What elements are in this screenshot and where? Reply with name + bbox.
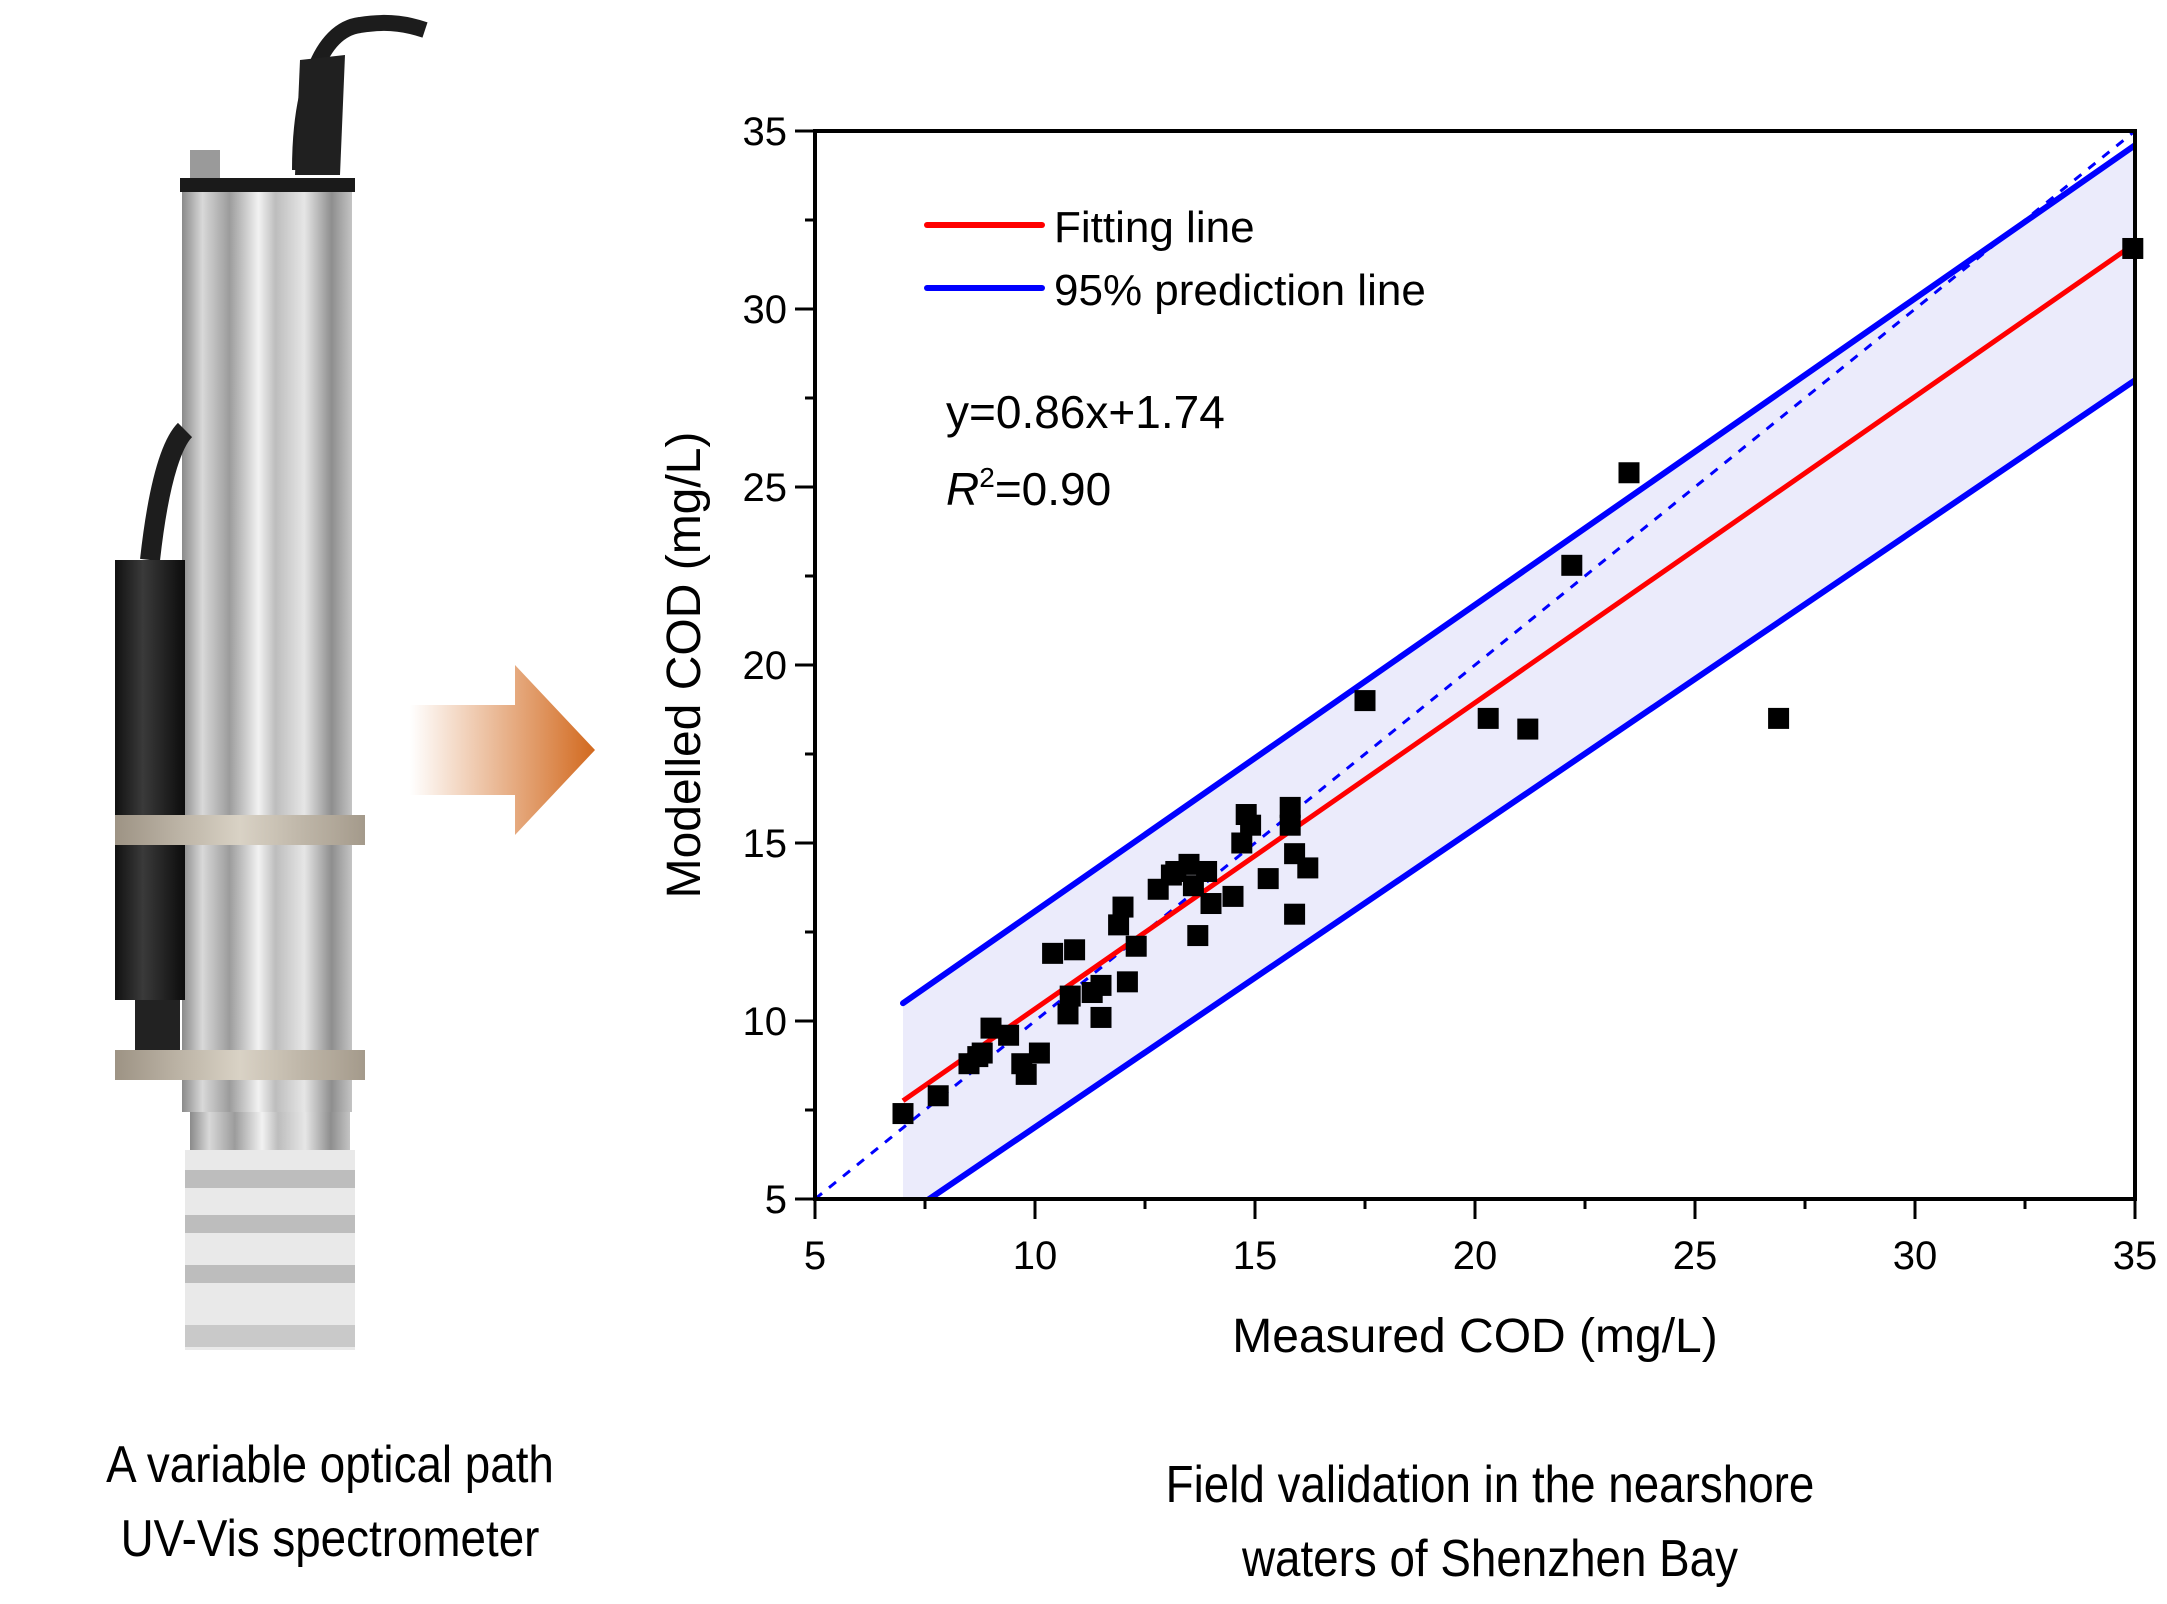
data-point <box>1042 942 1064 964</box>
data-point <box>1279 796 1301 818</box>
data-point <box>927 1085 949 1107</box>
equation-label: y=0.86x+1.74 <box>946 386 1225 438</box>
y-axis-label: Modelled COD (mg/L) <box>658 432 711 899</box>
data-point <box>1768 707 1790 729</box>
data-point <box>1059 985 1081 1007</box>
data-point <box>998 1024 1020 1046</box>
data-point <box>2122 237 2144 259</box>
y-tick-label: 35 <box>743 110 788 154</box>
plot-area <box>815 131 2135 1199</box>
legend-prediction-label: 95% prediction line <box>1054 266 1426 315</box>
x-tick-label: 20 <box>1453 1234 1498 1278</box>
data-point <box>1517 718 1539 740</box>
connector-nut <box>190 150 220 178</box>
right-caption: Field validation in the nearshore waters… <box>1147 1448 1833 1596</box>
x-tick-label: 15 <box>1233 1234 1278 1278</box>
y-tick-label: 15 <box>743 822 788 866</box>
data-point <box>1108 914 1130 936</box>
data-point <box>971 1042 993 1064</box>
identity-line <box>815 131 2135 1199</box>
left-caption-line1: A variable optical path <box>106 1436 554 1494</box>
cod-validation-chart: 5 10 15 20 25 30 35 5 10 15 20 25 30 35 Fitting line … <box>658 110 2158 1363</box>
x-tick-label: 30 <box>1893 1234 1938 1278</box>
data-point <box>1057 1003 1079 1025</box>
data-point <box>1028 1042 1050 1064</box>
data-point <box>1090 1006 1112 1028</box>
data-point <box>1187 925 1209 947</box>
data-point <box>1015 1063 1037 1085</box>
left-caption-line2: UV-Vis spectrometer <box>120 1510 540 1568</box>
clamp-band-upper <box>115 815 365 845</box>
data-point <box>1090 974 1112 996</box>
base-ring <box>190 1112 350 1152</box>
data-point <box>1112 896 1134 918</box>
right-caption-line2: waters of Shenzhen Bay <box>1241 1530 1739 1588</box>
plot-layer <box>815 131 2144 1199</box>
sample-cage <box>185 1150 355 1350</box>
y-tick-label: 30 <box>743 288 788 332</box>
data-point <box>1354 690 1376 712</box>
top-cap <box>180 178 355 192</box>
axes-layer: 5 10 15 20 25 30 35 5 10 15 20 25 30 35 <box>743 110 2158 1278</box>
data-point <box>1178 853 1200 875</box>
y-tick-label: 25 <box>743 466 788 510</box>
data-point <box>1240 814 1262 836</box>
data-point <box>1064 939 1086 961</box>
r2-label: R2=0.90 <box>946 462 1111 515</box>
prediction-upper-line <box>900 142 2135 1007</box>
right-caption-line1: Field validation in the nearshore <box>1165 1456 1815 1514</box>
data-point <box>1257 868 1279 890</box>
main-cylinder <box>182 192 352 1112</box>
data-point <box>1116 971 1138 993</box>
data-point <box>980 1017 1002 1039</box>
data-point <box>1231 832 1253 854</box>
x-axis-label: Measured COD (mg/L) <box>1232 1310 1717 1363</box>
y-tick-label: 20 <box>743 644 788 688</box>
x-tick-label: 35 <box>2113 1234 2158 1278</box>
side-probe <box>115 422 193 1080</box>
x-tick-label: 5 <box>804 1234 826 1278</box>
clamp-band-lower <box>115 1050 365 1080</box>
data-point <box>1477 707 1499 729</box>
data-point <box>1222 885 1244 907</box>
fitting-line <box>901 241 2135 1103</box>
spectrometer-photo <box>115 14 428 1350</box>
annotations: y=0.86x+1.74 R2=0.90 <box>946 386 1225 515</box>
y-tick-label: 10 <box>743 1000 788 1044</box>
data-point <box>1618 462 1640 484</box>
x-tick-label: 10 <box>1013 1234 1058 1278</box>
data-points <box>892 237 2144 1125</box>
data-point <box>1284 903 1306 925</box>
data-point <box>1279 814 1301 836</box>
data-point <box>1125 935 1147 957</box>
x-tick-label: 25 <box>1673 1234 1718 1278</box>
data-point <box>1297 857 1319 879</box>
data-point <box>1196 860 1218 882</box>
main-cable <box>292 14 428 175</box>
data-point <box>1561 554 1583 576</box>
arrow-right-icon <box>410 665 595 835</box>
prediction-lower-line <box>923 377 2135 1199</box>
legend-fit-label: Fitting line <box>1054 203 1255 252</box>
legend: Fitting line 95% prediction line <box>924 203 1426 315</box>
data-point <box>1200 893 1222 915</box>
y-tick-label: 5 <box>765 1178 787 1222</box>
data-point <box>892 1103 914 1125</box>
left-caption: A variable optical path UV-Vis spectrome… <box>40 1428 621 1576</box>
